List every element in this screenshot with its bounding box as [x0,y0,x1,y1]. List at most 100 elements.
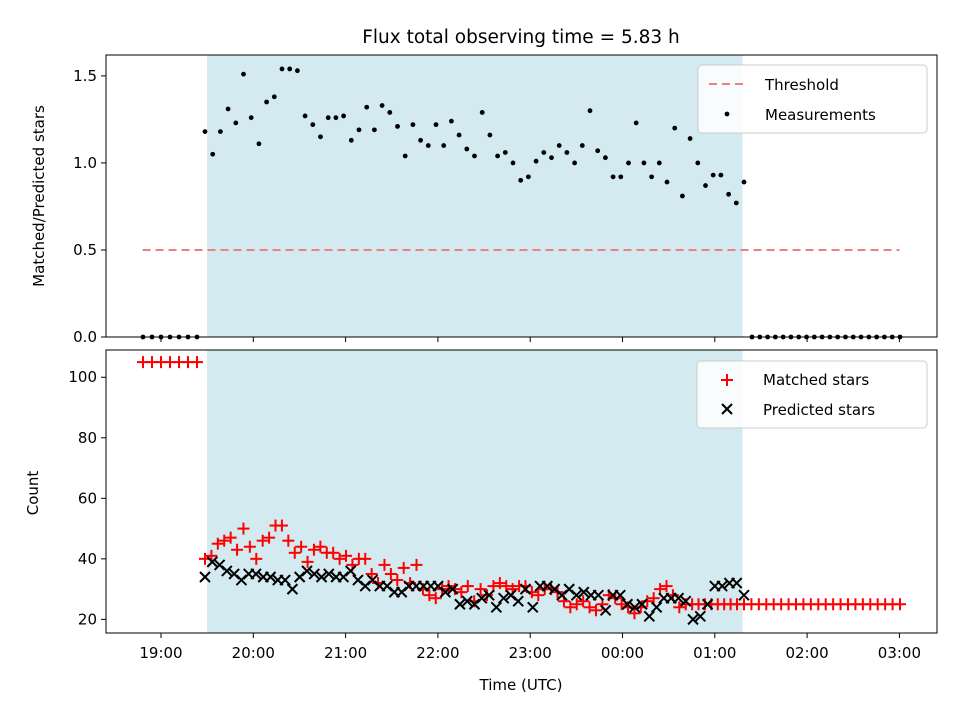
predicted-star-marker [497,592,510,604]
matched-star-marker [250,552,263,565]
marker-stroke [301,565,313,577]
marker-stroke [650,601,663,613]
predicted-star-marker [301,565,313,577]
x-tick-label: 00:00 [601,644,644,662]
measurement-point [233,120,239,126]
matched-star-marker [532,589,545,602]
predicted-star-marker [527,601,539,613]
marker-stroke [629,601,641,613]
measurement-point [372,127,377,133]
predicted-star-marker [687,613,699,626]
matched-star-marker [474,583,487,596]
marker-stroke [250,568,262,580]
marker-stroke [643,610,656,623]
x-tick-label: 21:00 [324,644,367,662]
predicted-star-marker [286,583,299,595]
predicted-star-marker [701,598,714,610]
marker-stroke [446,583,459,595]
matched-star-marker [359,552,372,565]
marker-stroke [672,592,685,604]
measurement-point [664,179,670,185]
matched-star-marker [589,604,602,617]
predicted-star-marker [570,589,583,601]
measurement-point [279,66,285,72]
marker-stroke [578,586,590,598]
plot-frame [105,54,938,338]
predicted-star-marker [541,580,554,592]
marker-stroke [344,565,357,577]
marker-stroke [483,589,495,601]
matched-star-marker [894,598,906,611]
marker-stroke [213,559,226,571]
matched-star-marker [263,531,276,544]
predicted-star-marker [221,565,233,577]
marker-stroke [323,568,335,580]
measurement-point [549,155,554,161]
x-tick-label: 23:00 [509,644,552,662]
legend-matched-label: Matched stars [763,371,869,389]
y-tick-label: 0.5 [73,241,97,259]
marker-stroke [636,598,648,610]
measurement-point [603,155,608,161]
matched-star-marker [211,537,224,550]
matched-star-marker [455,586,468,599]
predicted-star-marker [512,595,524,607]
marker-stroke [527,601,539,613]
predicted-star-marker [716,580,728,592]
marker-stroke [352,574,364,586]
measurement-point [348,137,354,143]
matched-star-marker [301,555,314,568]
marker-stroke [731,577,743,589]
matched-star-marker [378,558,391,571]
legend-threshold-label: Threshold [764,76,839,94]
measurement-point [395,123,400,129]
marker-stroke [563,583,575,595]
marker-stroke [621,598,634,610]
marker-stroke [738,589,750,601]
y-tick-label: 80 [78,429,97,447]
matched-star-marker [218,534,231,547]
measurement-point [672,125,678,131]
x-tick-label: 19:00 [139,644,182,662]
measurement-point [649,174,654,180]
legend: Matched stars Predicted stars [696,360,928,429]
matched-star-marker [295,540,308,553]
marker-stroke [315,571,328,583]
predicted-star-marker [650,601,663,613]
marker-stroke [439,586,452,598]
predicted-star-marker [636,598,648,610]
measurement-point [680,193,685,199]
legend: Threshold Measurements [697,64,928,134]
marker-stroke [599,604,612,617]
measurement-point [618,174,624,180]
y-axis-label: Matched/Predicted stars [30,105,48,287]
measurement-point [387,110,393,115]
measurement-point [610,174,616,180]
matched-star-marker [256,534,269,547]
measurement-point [541,150,547,155]
measurement-point [218,129,223,134]
x-tick-label: 03:00 [878,644,921,662]
marker-stroke [199,571,211,583]
marker-stroke [432,580,444,592]
matched-star-marker [275,519,288,532]
observing-window-band [207,350,743,633]
x-tick-label: 01:00 [693,644,736,662]
predicted-star-marker [483,589,495,601]
matched-star-marker [583,601,596,614]
marker-stroke [614,589,626,601]
measurement-point [264,99,269,105]
marker-stroke [454,598,466,610]
measurement-point [579,143,585,148]
measurement-point [472,153,477,159]
observing-window-band [207,55,743,337]
measurement-point [425,143,431,148]
measurement-point [741,179,747,185]
marker-stroke [279,574,291,586]
marker-stroke [308,568,320,580]
marker-stroke [505,589,517,601]
measurement-point [572,160,577,166]
predicted-star-marker [672,592,685,604]
measurement-point [626,160,631,166]
y-tick-label: 1.0 [73,154,97,172]
